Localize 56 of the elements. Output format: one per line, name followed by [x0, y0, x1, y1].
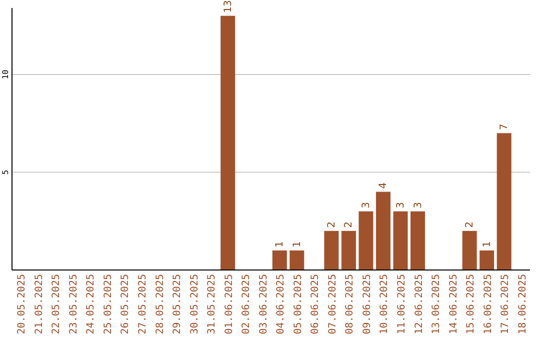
x-tick-label: 02.06.2025 [241, 274, 252, 334]
data-label: 4 [378, 182, 390, 189]
data-label: 2 [326, 222, 338, 228]
x-tick-label: 25.05.2025 [102, 274, 114, 334]
y-tick-label: 5 [1, 170, 10, 175]
x-tick-label: 23.05.2025 [68, 274, 80, 334]
bar [220, 16, 236, 270]
bar [393, 211, 408, 270]
bar [272, 250, 287, 270]
x-tick-label: 03.06.2025 [258, 274, 270, 334]
bar [341, 230, 356, 270]
x-tick-label: 04.06.2025 [276, 274, 287, 334]
x-tick-label: 21.05.2025 [34, 274, 45, 334]
x-tick-label: 05.06.2025 [292, 274, 304, 334]
bar [376, 192, 390, 270]
x-tick-label: 06.06.2025 [310, 274, 322, 334]
x-tick-label: 28.05.2025 [154, 274, 166, 334]
bar [480, 250, 494, 270]
x-tick-label: 31.05.2025 [206, 274, 218, 334]
x-tick-label: 18.06.2025 [517, 274, 528, 334]
data-label: 2 [464, 222, 476, 228]
bar [496, 133, 512, 270]
data-label: 3 [360, 202, 372, 208]
y-tick-label: 10 [1, 69, 10, 80]
data-label: 3 [396, 202, 406, 208]
x-tick-label: 15.06.2025 [466, 274, 477, 334]
x-tick-label: 10.06.2025 [379, 274, 390, 334]
data-label: 3 [412, 202, 424, 208]
data-label: 7 [499, 124, 510, 130]
data-label: 1 [274, 241, 286, 248]
x-tick-label: 13.06.2025 [431, 274, 442, 334]
x-tick-label: 01.06.2025 [224, 274, 235, 334]
x-tick-label: 17.06.2025 [500, 274, 512, 334]
x-tick-label: 20.05.2025 [16, 274, 28, 334]
bar [410, 211, 426, 270]
x-tick-label: 12.06.2025 [414, 274, 425, 334]
data-label: 2 [344, 222, 355, 228]
x-tick-label: 27.05.2025 [138, 274, 148, 334]
data-label: 1 [292, 241, 303, 248]
data-label: 1 [482, 241, 493, 248]
bar [358, 211, 374, 270]
x-tick-label: 22.05.2025 [51, 274, 62, 334]
x-tick-label: 29.05.2025 [172, 274, 184, 334]
x-tick-label: 26.05.2025 [120, 274, 132, 334]
data-label: 13 [222, 0, 234, 13]
x-tick-label: 09.06.2025 [362, 274, 373, 334]
x-tick-label: 08.06.2025 [344, 274, 356, 334]
x-tick-label: 16.06.2025 [482, 274, 494, 334]
x-tick-label: 11.06.2025 [396, 274, 408, 334]
x-tick-label: 24.05.2025 [86, 274, 97, 334]
x-tick-label: 07.06.2025 [327, 274, 338, 334]
x-tick-label: 30.05.2025 [189, 274, 200, 334]
bar [324, 230, 339, 270]
bar [462, 230, 477, 270]
x-tick-label: 14.06.2025 [448, 274, 460, 334]
bar [290, 250, 304, 270]
